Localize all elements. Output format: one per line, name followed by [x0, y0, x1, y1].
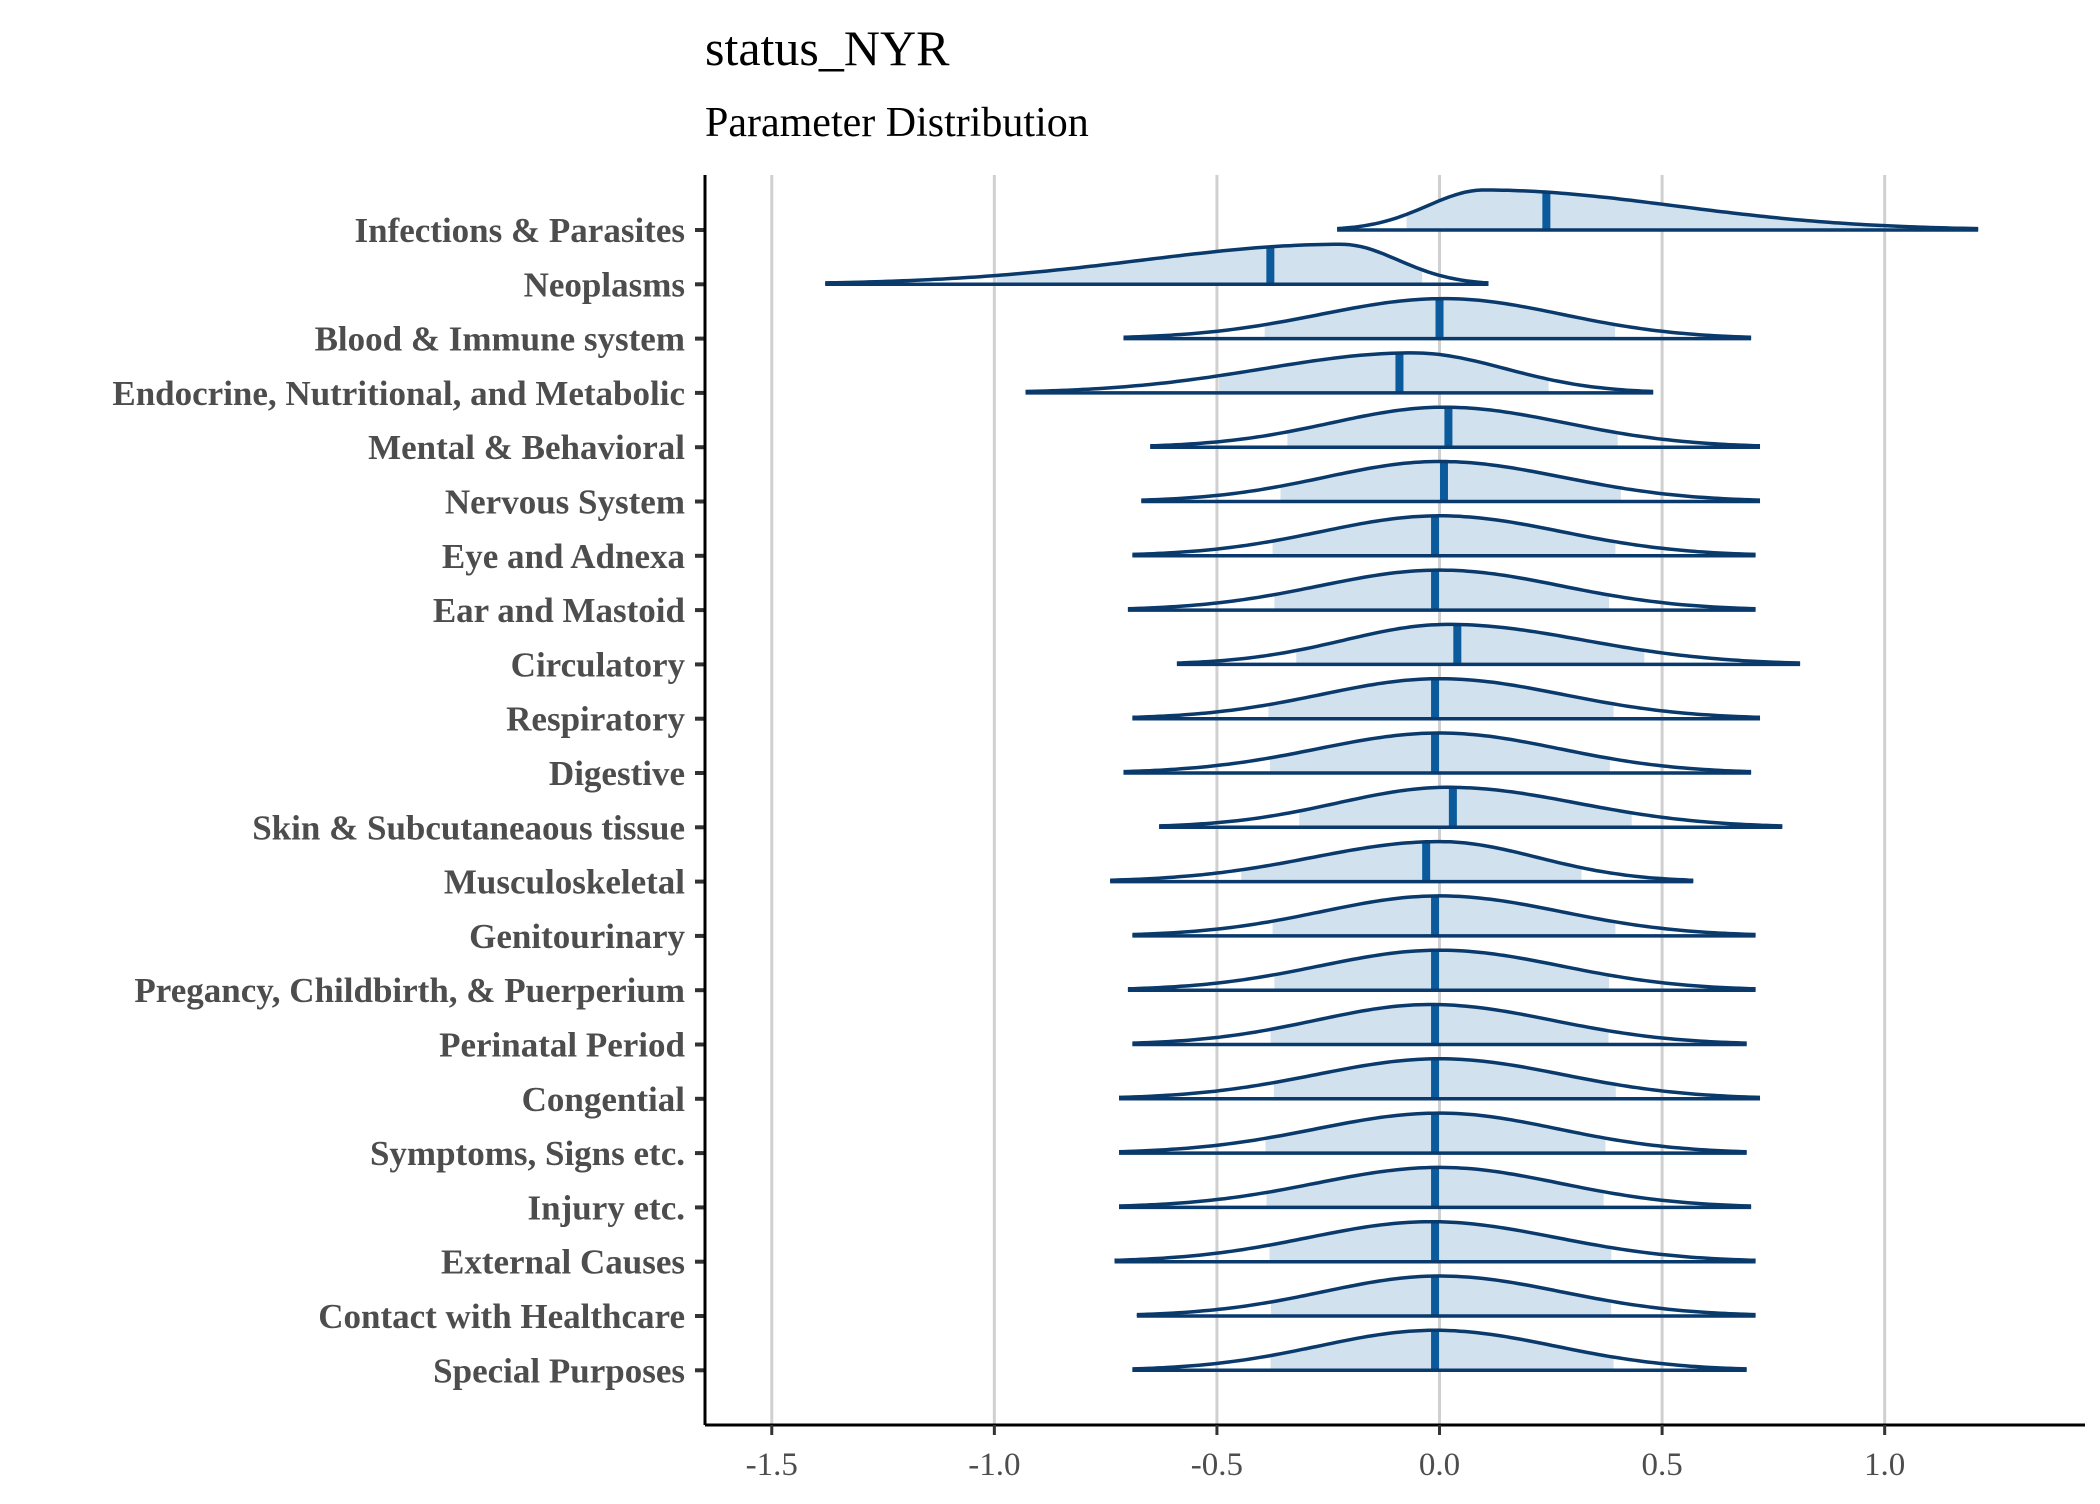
ridge-fill-0 — [1406, 190, 1882, 230]
chart-title: status_NYR — [705, 20, 950, 76]
ridge-outline-3 — [1025, 351, 1654, 394]
y-tick-label-6: Eye and Adnexa — [442, 537, 685, 576]
ridge-outline-12 — [1110, 839, 1694, 882]
x-tick-label-1: -1.0 — [968, 1447, 1020, 1483]
ridge-outline-18 — [1118, 1165, 1752, 1208]
ridge-outline-4 — [1150, 405, 1761, 448]
ridge-outline-5 — [1141, 459, 1761, 502]
ridge-outline-17 — [1118, 1111, 1747, 1154]
ridge-fill-20 — [1270, 1276, 1612, 1316]
ridge-outline-15 — [1132, 1002, 1747, 1045]
y-tick-label-13: Genitourinary — [469, 917, 685, 956]
ridge-outline-6 — [1132, 514, 1756, 557]
ridge-outline-14 — [1127, 948, 1756, 991]
ridge-outline-16 — [1118, 1057, 1761, 1100]
ridge-fill-8 — [1296, 624, 1645, 665]
ridge-outline-20 — [1136, 1274, 1756, 1317]
ridge-outline-7 — [1127, 568, 1756, 611]
x-tick-label-0: -1.5 — [746, 1447, 798, 1483]
ridge-outline-11 — [1159, 785, 1783, 828]
y-tick-label-5: Nervous System — [445, 483, 685, 522]
y-tick-label-0: Infections & Parasites — [354, 211, 685, 250]
ridge-outline-1 — [825, 242, 1489, 285]
ridge-fill-4 — [1287, 407, 1618, 448]
y-tick-label-18: Injury etc. — [528, 1188, 685, 1227]
x-tick-label-3: 0.0 — [1419, 1447, 1460, 1483]
ridge-fill-13 — [1272, 895, 1616, 936]
y-tick-label-7: Ear and Mastoid — [433, 591, 686, 630]
y-tick-label-14: Pregancy, Childbirth, & Puerperium — [134, 971, 685, 1010]
ridge-outline-10 — [1123, 731, 1752, 774]
y-tick-label-17: Symptoms, Signs etc. — [370, 1134, 685, 1173]
y-tick-label-3: Endocrine, Nutritional, and Metabolic — [112, 374, 685, 413]
y-tick-label-11: Skin & Subcutaneaous tissue — [252, 808, 685, 847]
ridge-outline-0 — [1337, 188, 1979, 231]
y-tick-label-20: Contact with Healthcare — [318, 1297, 685, 1336]
ridge-fill-14 — [1274, 950, 1610, 991]
x-tick-label-5: 1.0 — [1864, 1447, 1905, 1483]
ridge-fill-1 — [996, 244, 1423, 285]
y-tick-label-4: Mental & Behavioral — [368, 428, 685, 467]
chart-subtitle: Parameter Distribution — [705, 100, 1089, 146]
y-tick-label-12: Musculoskeletal — [444, 863, 685, 902]
y-tick-label-21: Special Purposes — [433, 1351, 685, 1390]
y-tick-label-16: Congential — [522, 1080, 686, 1119]
ridge-fill-15 — [1270, 1004, 1609, 1045]
ridge-fill-7 — [1274, 570, 1610, 611]
ridge-fill-19 — [1269, 1221, 1612, 1262]
x-tick-label-4: 0.5 — [1641, 1447, 1682, 1483]
ridge-fill-16 — [1273, 1058, 1616, 1099]
ridge-fill-12 — [1241, 841, 1582, 882]
ridge-outline-2 — [1123, 296, 1752, 339]
ridge-outline-19 — [1114, 1219, 1756, 1263]
y-tick-label-8: Circulatory — [511, 645, 686, 684]
ridge-fill-5 — [1280, 461, 1621, 502]
ridges — [825, 188, 1979, 1373]
axes: Infections & Parasites Neoplasms Blood & I… — [112, 175, 2085, 1483]
y-tick-label-10: Digestive — [549, 754, 685, 793]
y-tick-label-15: Perinatal Period — [439, 1026, 685, 1065]
ridge-fill-10 — [1269, 733, 1610, 773]
ridge-outline-21 — [1132, 1328, 1747, 1371]
y-tick-label-9: Respiratory — [506, 700, 685, 739]
ridge-outline-8 — [1176, 622, 1801, 665]
ridge-outline-13 — [1132, 894, 1756, 937]
y-tick-label-1: Neoplasms — [524, 265, 685, 304]
ridge-fill-6 — [1272, 515, 1616, 556]
ridge-fill-9 — [1268, 678, 1614, 719]
ridge-fill-21 — [1270, 1330, 1614, 1371]
x-tick-label-2: -0.5 — [1191, 1447, 1243, 1483]
ridge-outline-9 — [1132, 676, 1761, 720]
y-tick-label-2: Blood & Immune system — [315, 320, 685, 359]
ridge-fill-3 — [1219, 352, 1549, 393]
ridge-fill-11 — [1299, 787, 1632, 828]
y-tick-label-19: External Causes — [441, 1243, 685, 1282]
